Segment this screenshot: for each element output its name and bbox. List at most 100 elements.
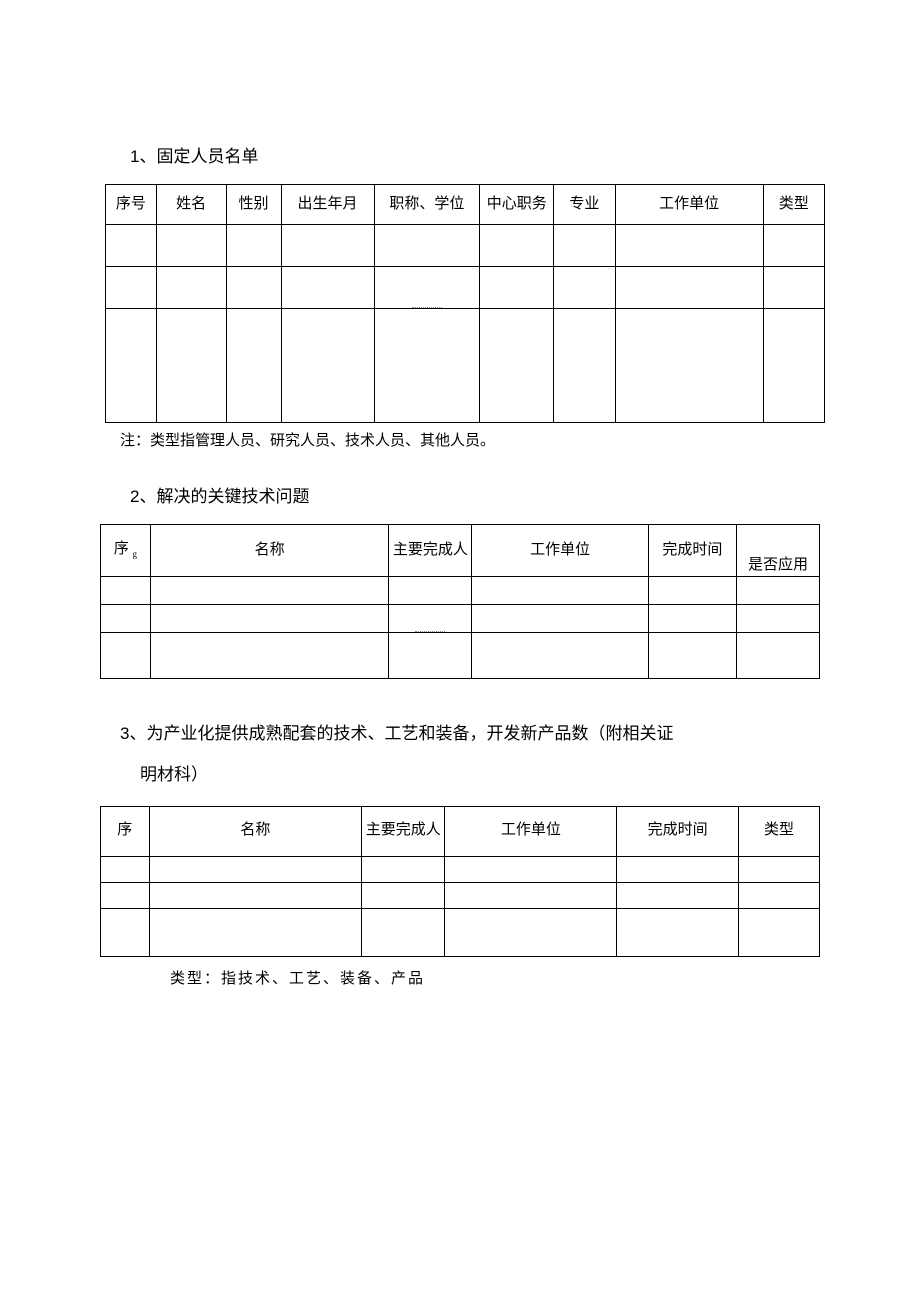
table-row: 序号 姓名 性别 出生年月 职称、学位 中心职务 专业 工作单位 类型 [106,185,825,225]
cell [763,267,824,309]
th-seq: 序 [101,806,150,856]
cell [226,267,281,309]
table-row [101,633,820,679]
cell [763,225,824,267]
th-center-role: 中心职务 [480,185,554,225]
cell [101,908,150,956]
cell [149,908,362,956]
cell [101,856,150,882]
th-seq-sub: g [133,549,138,559]
cell [150,577,389,605]
table-products: 序 名称 主要完成人 工作单位 完成时间 类型 [100,806,820,957]
cell [763,309,824,423]
cell [281,225,374,267]
th-time: 完成时间 [617,806,739,856]
cell [374,309,480,377]
cell [101,633,151,679]
table-row [101,856,820,882]
cell [101,605,151,633]
cell [149,882,362,908]
th-name: 姓名 [156,185,226,225]
cell [736,577,819,605]
th-birth: 出生年月 [281,185,374,225]
cell [374,225,480,267]
cell [736,605,819,633]
th-seq: 序号 [106,185,157,225]
table-row [106,267,825,309]
cell [362,856,445,882]
cell [149,856,362,882]
cell [615,225,763,267]
cell [389,577,472,605]
cell [480,225,554,267]
th-unit: 工作单位 [615,185,763,225]
th-type: 类型 [763,185,824,225]
cell [106,309,157,423]
section-1-text: 固定人员名单 [156,147,258,166]
section-3-line1: 为产业化提供成熟配套的技术、工艺和装备，开发新产品数（附相关证 [146,724,673,743]
section-1-sep: 、 [139,147,156,166]
th-gender: 性别 [226,185,281,225]
th-title-degree: 职称、学位 [374,185,480,225]
cell [615,309,763,423]
cell [226,309,281,423]
cell [101,882,150,908]
th-unit: 工作单位 [445,806,617,856]
cell [389,605,472,633]
cell [445,856,617,882]
th-completer: 主要完成人 [389,525,472,577]
section-2-sep: 、 [139,487,156,506]
table-row [101,577,820,605]
th-name: 名称 [150,525,389,577]
cell [101,577,151,605]
cell [156,267,226,309]
cell [472,577,648,605]
cell [738,856,819,882]
cell [281,309,374,423]
cell [617,908,739,956]
th-seq: 序 g [101,525,151,577]
cell [615,267,763,309]
cell [736,633,819,679]
cell [106,267,157,309]
cell [738,908,819,956]
cell [374,377,480,423]
cell [554,225,615,267]
th-unit: 工作单位 [472,525,648,577]
section-3-title: 3、为产业化提供成熟配套的技术、工艺和装备，开发新产品数（附相关证 明材科） [100,714,820,796]
cell [554,267,615,309]
table-row [106,309,825,377]
section-3-sep: 、 [129,724,146,743]
th-time: 完成时间 [648,525,736,577]
cell [445,908,617,956]
cell [617,856,739,882]
section-2-text: 解决的关键技术问题 [156,487,309,506]
cell [106,225,157,267]
cell [648,577,736,605]
cell [362,882,445,908]
cell [362,908,445,956]
cell [374,267,480,309]
section-3-line2: 明材科） [120,755,820,796]
th-type: 类型 [738,806,819,856]
cell [617,882,739,908]
cell [738,882,819,908]
cell [156,225,226,267]
section-1-title: 1、固定人员名单 [100,140,820,174]
cell [648,633,736,679]
table-personnel: 序号 姓名 性别 出生年月 职称、学位 中心职务 专业 工作单位 类型 [105,184,825,423]
th-major: 专业 [554,185,615,225]
cell [480,267,554,309]
cell [648,605,736,633]
cell [150,633,389,679]
cell [472,633,648,679]
cell [480,309,554,423]
table-row: 序 g 名称 主要完成人 工作单位 完成时间 是否应用 [101,525,820,577]
cell [226,225,281,267]
section-3-note: 类型：指技术、工艺、装备、产品 [100,967,820,988]
table-row [101,882,820,908]
section-1-note: 注：类型指管理人员、研究人员、技术人员、其他人员。 [100,429,820,450]
cell [281,267,374,309]
th-name: 名称 [149,806,362,856]
table-row [106,225,825,267]
